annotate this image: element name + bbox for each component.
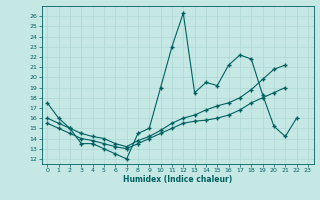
X-axis label: Humidex (Indice chaleur): Humidex (Indice chaleur) (123, 175, 232, 184)
